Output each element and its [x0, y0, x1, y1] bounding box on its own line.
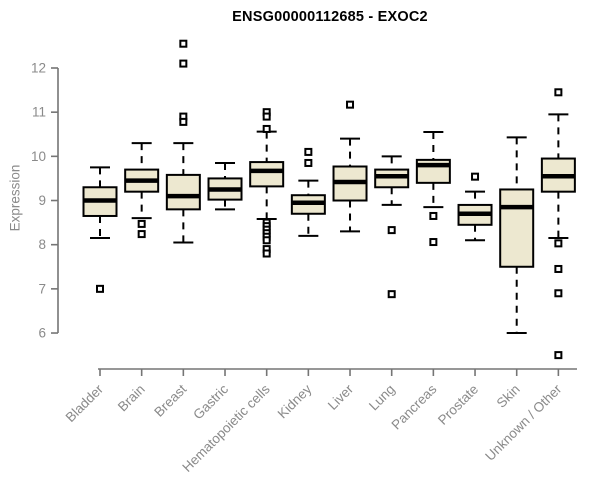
y-axis: 6 7 8 9 10 11 12 [31, 61, 59, 341]
outlier-point [262, 112, 271, 121]
outlier-point [554, 88, 563, 97]
boxplot-unknown-other [540, 88, 576, 360]
x-tick-label: Gastric [190, 381, 231, 422]
outlier-point [471, 172, 480, 181]
boxplot-brain [124, 142, 160, 239]
boxplot-prostate [457, 172, 493, 242]
outlier-point [554, 289, 563, 298]
boxplot-liver [332, 100, 368, 233]
boxplot-hematopoietic-cells [249, 108, 285, 258]
outlier-point [429, 211, 438, 220]
outlier-point [262, 236, 271, 245]
boxplot-kidney [290, 147, 326, 237]
boxplot-lung [374, 155, 410, 299]
outlier-point [346, 100, 355, 109]
iqr-box-skin [499, 188, 535, 268]
outlier-point [179, 117, 188, 126]
y-tick-label: 9 [38, 193, 46, 208]
x-tick-label: Kidney [275, 381, 315, 421]
y-tick-label: 8 [38, 237, 46, 252]
boxplot-gastric [207, 161, 243, 211]
x-tick-label: Prostate [435, 382, 481, 428]
outlier-point [179, 39, 188, 48]
boxplot-breast [165, 39, 201, 244]
outlier-point [179, 59, 188, 68]
outlier-point [429, 238, 438, 247]
boxplot-skin [499, 136, 535, 335]
boxplot-bladder [82, 166, 118, 293]
iqr-box-breast [165, 173, 201, 211]
outlier-point [304, 147, 313, 156]
y-tick-label: 12 [31, 61, 46, 76]
x-tick-label: Brain [115, 382, 148, 415]
x-tick-label: Skin [494, 382, 523, 411]
y-tick-label: 11 [32, 105, 46, 120]
outlier-point [554, 264, 563, 273]
x-tick-label: Liver [325, 381, 357, 413]
outlier-point [387, 290, 396, 299]
x-tick-label: Bladder [63, 381, 107, 425]
x-tick-label: Breast [151, 381, 189, 419]
x-tick-label: Unknown / Other [482, 381, 565, 464]
x-tick-label: Pancreas [389, 381, 440, 432]
outlier-point [96, 284, 104, 293]
y-tick-label: 6 [38, 326, 46, 341]
iqr-box-hematopoietic-cells [249, 161, 285, 188]
outlier-point [137, 230, 146, 239]
y-tick-label: 7 [38, 281, 46, 296]
chart-title: ENSG00000112685 - EXOC2 [232, 9, 428, 25]
outlier-point [554, 351, 563, 360]
outlier-point [554, 239, 563, 248]
outlier-point [262, 249, 271, 258]
y-tick-label: 10 [31, 149, 46, 164]
outlier-point [137, 219, 146, 228]
x-tick-label: Lung [366, 382, 398, 414]
outlier-point [262, 124, 271, 133]
outlier-point [387, 226, 396, 235]
boxplot-pancreas [415, 131, 451, 247]
outlier-point [304, 158, 313, 167]
